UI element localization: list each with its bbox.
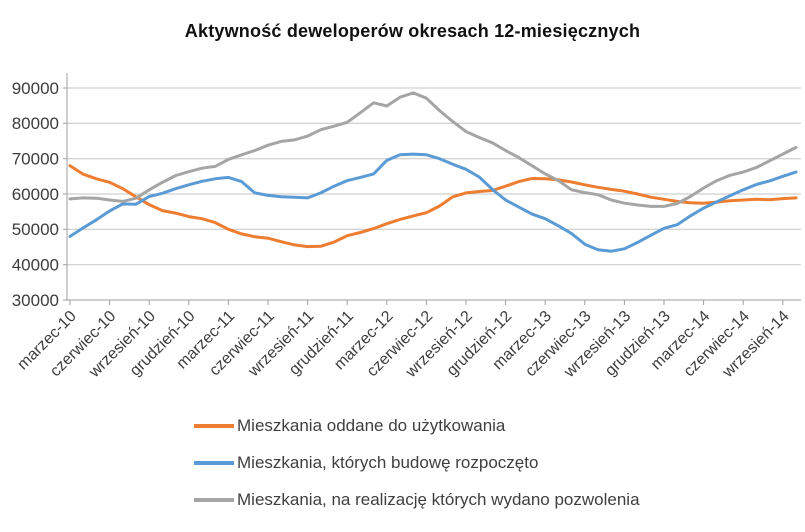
- legend-item-pozwolenia: Mieszkania, na realizację których wydano…: [194, 481, 640, 518]
- y-axis-label: 90000: [12, 79, 59, 98]
- legend-line-swatch-blue: [194, 460, 234, 465]
- legend-label-pozwolenia: Mieszkania, na realizację których wydano…: [237, 489, 640, 509]
- line-chart-plot: 30000400005000060000700008000090000marze…: [12, 73, 801, 382]
- y-axis-label: 30000: [12, 291, 59, 310]
- series-line-0: [68, 164, 798, 249]
- chart-title: Aktywność deweloperów okresach 12-miesię…: [184, 21, 641, 41]
- y-axis-label: 70000: [12, 149, 59, 168]
- series-line-1: [68, 152, 798, 253]
- legend-line-swatch-orange: [194, 423, 234, 428]
- legend-item-oddane: Mieszkania oddane do użytkowania: [194, 407, 640, 444]
- y-axis-label: 80000: [12, 114, 59, 133]
- y-axis-label: 40000: [12, 255, 59, 274]
- legend-item-rozpoczeto: Mieszkania, których budowę rozpoczęto: [194, 444, 640, 481]
- chart-legend: Mieszkania oddane do użytkowania Mieszka…: [194, 407, 640, 518]
- legend-label-oddane: Mieszkania oddane do użytkowania: [237, 415, 506, 435]
- legend-label-rozpoczeto: Mieszkania, których budowę rozpoczęto: [237, 452, 539, 472]
- y-axis-label: 60000: [12, 185, 59, 204]
- legend-line-swatch-gray: [194, 497, 234, 502]
- series-line-2: [68, 91, 798, 208]
- y-axis-label: 50000: [12, 220, 59, 239]
